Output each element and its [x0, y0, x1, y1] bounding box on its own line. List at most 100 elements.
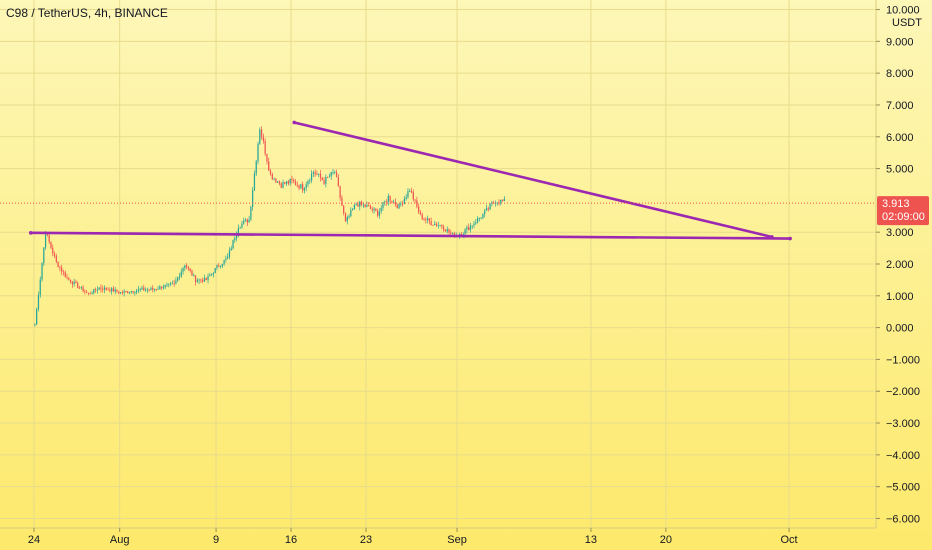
candle-body [501, 199, 504, 201]
price-tick-label: −4.000 [886, 450, 920, 462]
candle-body [164, 284, 166, 288]
candle-body [37, 295, 40, 309]
candle-body [228, 250, 231, 257]
candle-body [121, 292, 123, 294]
candle-body [350, 210, 352, 217]
candle-body [52, 247, 54, 254]
candle-body [252, 190, 254, 207]
candle-body [34, 324, 36, 326]
candle-body [239, 227, 241, 229]
candle-body [153, 289, 156, 290]
time-tick-label: 9 [213, 534, 219, 546]
price-tag-countdown: 02:09:00 [882, 211, 925, 223]
trendline-descending-resistance[interactable] [292, 121, 774, 239]
price-tick-label: −2.000 [886, 386, 920, 398]
candle-body [300, 184, 302, 189]
candle-body [178, 276, 181, 278]
candle-body [437, 225, 439, 227]
candle-body [141, 287, 143, 290]
candle-body [401, 203, 404, 205]
candle-body [323, 180, 325, 184]
candle-body [125, 291, 127, 292]
candle-body [439, 225, 441, 227]
candle-body [159, 286, 161, 289]
time-tick-label: 24 [28, 534, 40, 546]
candle-body [55, 256, 57, 262]
candle-body [64, 272, 66, 278]
candle-body [294, 181, 297, 185]
candle-body [285, 181, 288, 184]
trendline-handle[interactable] [28, 231, 33, 235]
candle-body [334, 172, 336, 173]
time-axis[interactable]: 24 Aug 9 16 23 Sep 13 20 Oct [28, 528, 798, 546]
candle-body [166, 284, 168, 286]
candle-body [200, 279, 202, 281]
candle-body [309, 180, 311, 182]
candle-body [248, 219, 250, 223]
candle-body [421, 214, 423, 220]
candle-body [443, 226, 445, 231]
candle-body [78, 287, 81, 289]
price-tick-label: 8.000 [886, 68, 914, 80]
candle-body [68, 278, 70, 280]
time-tick-label: 23 [360, 534, 372, 546]
candle-body [435, 223, 438, 226]
candle-body [257, 143, 259, 162]
candle-body [396, 204, 398, 209]
candle-body [348, 216, 350, 218]
candle-body [144, 289, 147, 291]
candle-body [75, 281, 77, 284]
candle-body [275, 178, 277, 183]
trendline-handle[interactable] [292, 120, 297, 125]
candle-body [366, 205, 368, 207]
candle-body [73, 281, 75, 285]
candle-body [271, 174, 273, 180]
candle-body [319, 173, 322, 178]
candle-body [253, 173, 256, 191]
candle-body [312, 172, 314, 174]
candle-body [185, 265, 188, 268]
candle-body [478, 217, 480, 219]
price-tick-label: −6.000 [886, 513, 920, 525]
candle-body [182, 268, 184, 272]
candle-body [66, 277, 68, 279]
candle-body [305, 184, 307, 188]
price-tick-label: −1.000 [886, 354, 920, 366]
candle-body [150, 288, 152, 290]
candle-body [364, 204, 366, 207]
candle-body [173, 283, 175, 285]
candle-body [57, 261, 59, 267]
price-tick-label: −3.000 [886, 418, 920, 430]
candle-body [244, 219, 247, 221]
candle-body [403, 198, 406, 204]
candle-body [114, 289, 116, 292]
candle-body [444, 230, 447, 232]
candle-body [303, 187, 306, 191]
price-axis[interactable]: 10.000 9.000 8.000 7.000 6.000 5.000 3.000 2.00… [876, 5, 920, 526]
price-tag-background [877, 196, 929, 226]
candle-body [430, 221, 432, 226]
candle-body [418, 206, 420, 213]
candle-body [400, 203, 402, 205]
candle-body [216, 265, 218, 269]
candle-body [398, 203, 400, 209]
candle-body [293, 179, 295, 182]
candle-body [50, 241, 52, 248]
candle-body [503, 198, 505, 201]
trendline-horizontal-support[interactable] [29, 231, 792, 240]
trendline-handle[interactable] [788, 236, 792, 241]
candle-body [500, 199, 502, 204]
trendlines[interactable] [28, 120, 792, 241]
candle-body [116, 289, 118, 292]
candle-body [462, 234, 464, 236]
candle-body [410, 191, 413, 193]
candle-body [207, 276, 209, 281]
grid [0, 0, 876, 528]
candle-body [373, 208, 375, 211]
candle-body [332, 172, 334, 173]
candle-body [476, 218, 479, 223]
price-tick-label: 1.000 [886, 291, 914, 303]
price-tick-label: 6.000 [886, 132, 914, 144]
